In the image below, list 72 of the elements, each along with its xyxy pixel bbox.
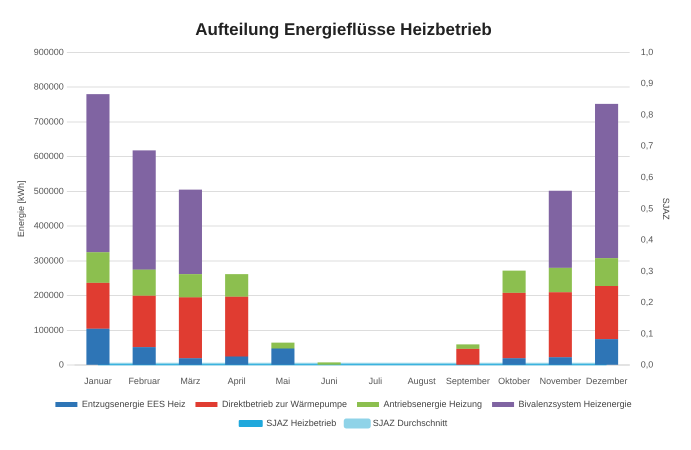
y2-tick-label: 0,8 [640,109,654,120]
bar [225,356,248,365]
y2-tick-label: 0,1 [640,328,654,338]
x-tick-label: Dezember [586,376,628,386]
x-tick-label: Juli [368,376,382,386]
bar [225,274,248,297]
bar [225,296,248,357]
x-tick-label: November [540,376,582,386]
bar [132,347,156,365]
y2-axis-title: SJAZ [661,198,672,220]
y-tick-label: 300000 [34,255,64,266]
y-tick-label: 900000 [34,46,64,57]
bar [595,339,618,365]
bar [86,94,110,252]
bar [271,348,294,365]
bar [178,190,202,274]
bar [548,190,572,268]
y-tick-label: 700000 [34,116,64,126]
x-tick-label: Oktober [498,376,530,386]
x-tick-label: März [180,376,201,386]
y-tick-label: 500000 [34,186,64,196]
y-axis-title: Energie [kWh] [16,180,26,238]
y2-tick-label: 0,5 [640,203,654,214]
bar [178,358,202,365]
bar [132,150,156,270]
bar [502,270,526,293]
y-tick-label: 100000 [34,324,64,335]
bar [132,296,156,348]
bar [456,348,480,365]
x-tick-label: Juni [320,376,338,386]
x-tick-label: September [446,376,490,386]
bar [86,282,110,329]
y-tick-label: 200000 [34,290,64,300]
y2-tick-label: 0,2 [640,297,654,308]
legend-label: Antriebsenergie Heizung [383,398,482,409]
legend-label: Direktbetrieb zur Wärmepumpe [222,398,347,409]
legend-label: Bivalenzsystem Heizenergie [518,398,632,409]
bar [595,104,618,258]
legend-label: SJAZ Durchschnitt [372,418,448,428]
x-tick-label: April [228,376,246,386]
y-tick-label: 600000 [34,151,64,162]
bar [548,357,572,365]
y2-tick-label: 0,7 [640,140,654,151]
bar [132,270,156,296]
bar [86,328,110,365]
bar [502,292,526,358]
y-tick-label: 400000 [34,220,64,231]
x-tick-label: Februar [128,376,160,386]
bar [548,268,572,292]
y-tick-label: 0 [58,360,64,370]
legend-label: SJAZ Heizbetrieb [266,418,336,428]
y2-tick-label: 1,0 [640,46,654,57]
bar [86,252,110,283]
chart-title: Aufteilung Energieflüsse Heizbetrieb [195,20,492,39]
bar [502,358,526,365]
x-tick-label: August [408,376,436,386]
bar [178,297,202,358]
bar [548,292,572,358]
y-tick-label: 800000 [34,82,64,92]
y2-tick-label: 0,6 [640,172,654,182]
y2-tick-label: 0,0 [640,360,654,370]
bar [595,286,618,340]
y2-tick-label: 0,4 [640,234,654,245]
bar [595,258,618,286]
bar [456,344,480,349]
y2-tick-label: 0,9 [640,78,654,88]
bar [271,342,294,349]
bar [178,274,202,298]
y2-tick-label: 0,3 [640,266,654,276]
legend-label: Entzugsenergie EES Heiz [82,398,186,409]
x-tick-label: Januar [84,376,112,386]
x-tick-label: Mai [276,376,290,386]
